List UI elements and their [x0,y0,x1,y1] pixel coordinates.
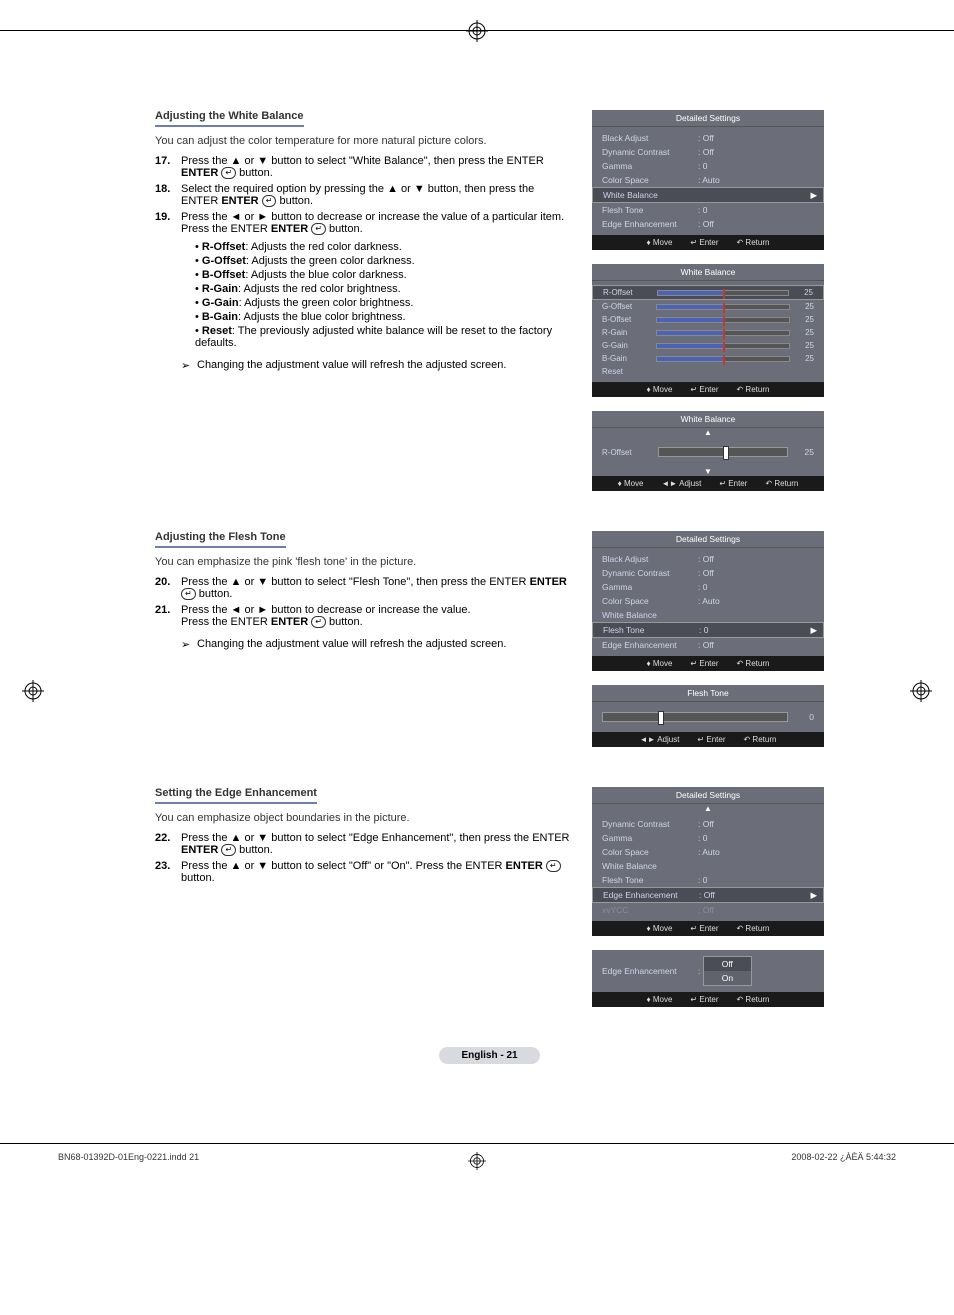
section-title-white-balance: Adjusting the White Balance [155,110,304,127]
slider-value: 25 [796,447,814,457]
slider-reset[interactable]: Reset [592,365,824,378]
osd-title: Detailed Settings [592,110,824,127]
step-text-17: Press the ▲ or ▼ button to select "White… [181,155,572,179]
osd-row-selected[interactable]: Flesh Tone: 0▶ [592,622,824,638]
register-mark-right [910,680,932,705]
enter-icon: ↵ [221,167,236,179]
slider-value: 0 [796,712,814,722]
note-arrow-icon: ➢ [181,638,197,651]
osd-footer: ♦ Move↵ Enter↶ Return [592,235,824,250]
chevron-right-icon: ▶ [810,625,817,636]
enter-icon: ↵ [311,616,326,628]
osd-footer: ♦ Move↵ Enter↶ Return [592,656,824,671]
footer-file: BN68-01392D-01Eng-0221.indd 21 [58,1152,199,1162]
step-num-23: 23. [155,860,181,884]
intro-flesh-tone: You can emphasize the pink 'flesh tone' … [155,556,572,568]
osd-footer: ◄► Adjust↵ Enter↶ Return [592,732,824,747]
chevron-right-icon: ▶ [810,190,817,201]
bullet-list: • R-Offset: Adjusts the red color darkne… [195,241,572,349]
osd-row-selected[interactable]: Edge Enhancement: Off▶ [592,887,824,903]
triangle-up-icon: ▲ [592,428,824,437]
slider-track[interactable] [602,712,788,722]
slider-label: R-Offset [602,448,650,457]
slider-b-offset[interactable]: B-Offset25 [592,313,824,326]
slider-r-offset[interactable]: R-Offset25 [592,285,824,300]
chevron-right-icon: ▶ [810,890,817,901]
step-num-20: 20. [155,576,181,600]
osd-footer: ♦ Move↵ Enter↶ Return [592,382,824,397]
enter-icon: ↵ [221,844,236,856]
step-text-19: Press the ◄ or ► button to decrease or i… [181,211,572,235]
slider-b-gain[interactable]: B-Gain25 [592,352,824,365]
osd-title: Detailed Settings [592,787,824,804]
register-mark-left [22,680,44,705]
osd-title: White Balance [592,411,824,428]
register-mark-top [466,20,488,42]
option-label: Edge Enhancement [598,966,698,976]
osd-detailed-settings-1: Detailed Settings Black Adjust: Off Dyna… [592,110,824,250]
note-text: Changing the adjustment value will refre… [197,638,506,651]
enter-icon: ↵ [181,588,196,600]
step-num-18: 18. [155,183,181,207]
crop-mark-bottom [0,1143,954,1144]
section-title-edge-enhancement: Setting the Edge Enhancement [155,787,317,804]
osd-footer: ♦ Move◄► Adjust↵ Enter↶ Return [592,476,824,491]
triangle-up-icon: ▲ [592,804,824,813]
osd-detailed-settings-3: Detailed Settings ▲ Dynamic Contrast: Of… [592,787,824,936]
option-list[interactable]: Off On [703,956,752,986]
intro-edge-enhancement: You can emphasize object boundaries in t… [155,812,572,824]
slider-track[interactable] [658,447,788,457]
step-num-17: 17. [155,155,181,179]
step-text-22: Press the ▲ or ▼ button to select "Edge … [181,832,572,856]
osd-white-balance-adjust: White Balance ▲ R-Offset 25 ▼ ♦ Move◄► A… [592,411,824,491]
osd-footer: ♦ Move↵ Enter↶ Return [592,921,824,936]
step-num-22: 22. [155,832,181,856]
slider-g-offset[interactable]: G-Offset25 [592,300,824,313]
register-mark-bottom [468,1152,486,1172]
step-text-20: Press the ▲ or ▼ button to select "Flesh… [181,576,572,600]
enter-icon: ↵ [546,860,561,872]
intro-white-balance: You can adjust the color temperature for… [155,135,572,147]
page-number-badge: English - 21 [439,1047,539,1064]
osd-title: Detailed Settings [592,531,824,548]
enter-icon: ↵ [311,223,326,235]
slider-g-gain[interactable]: G-Gain25 [592,339,824,352]
slider-r-gain[interactable]: R-Gain25 [592,326,824,339]
step-text-21: Press the ◄ or ► button to decrease or i… [181,604,572,628]
note-arrow-icon: ➢ [181,359,197,372]
osd-detailed-settings-2: Detailed Settings Black Adjust: Off Dyna… [592,531,824,671]
footer-date: 2008-02-22 ¿ÀÈÄ 5:44:32 [791,1152,896,1162]
step-num-19: 19. [155,211,181,235]
osd-row-selected[interactable]: White Balance▶ [592,187,824,203]
osd-footer: ♦ Move↵ Enter↶ Return [592,992,824,1007]
option-off[interactable]: Off [704,957,751,971]
step-text-18: Select the required option by pressing t… [181,183,572,207]
osd-white-balance-sliders: White Balance R-Offset25 G-Offset25 B-Of… [592,264,824,397]
osd-flesh-tone-adjust: Flesh Tone 0 ◄► Adjust↵ Enter↶ Return [592,685,824,747]
footer-meta: BN68-01392D-01Eng-0221.indd 21 2008-02-2… [58,1152,896,1162]
osd-title: Flesh Tone [592,685,824,702]
option-on[interactable]: On [704,971,751,985]
enter-icon: ↵ [262,195,277,207]
note-text: Changing the adjustment value will refre… [197,359,506,372]
section-title-flesh-tone: Adjusting the Flesh Tone [155,531,286,548]
step-text-23: Press the ▲ or ▼ button to select "Off" … [181,860,572,884]
osd-title: White Balance [592,264,824,281]
triangle-down-icon: ▼ [592,467,824,476]
step-num-21: 21. [155,604,181,628]
osd-edge-enhancement-option: Edge Enhancement : Off On ♦ Move↵ Enter↶… [592,950,824,1007]
